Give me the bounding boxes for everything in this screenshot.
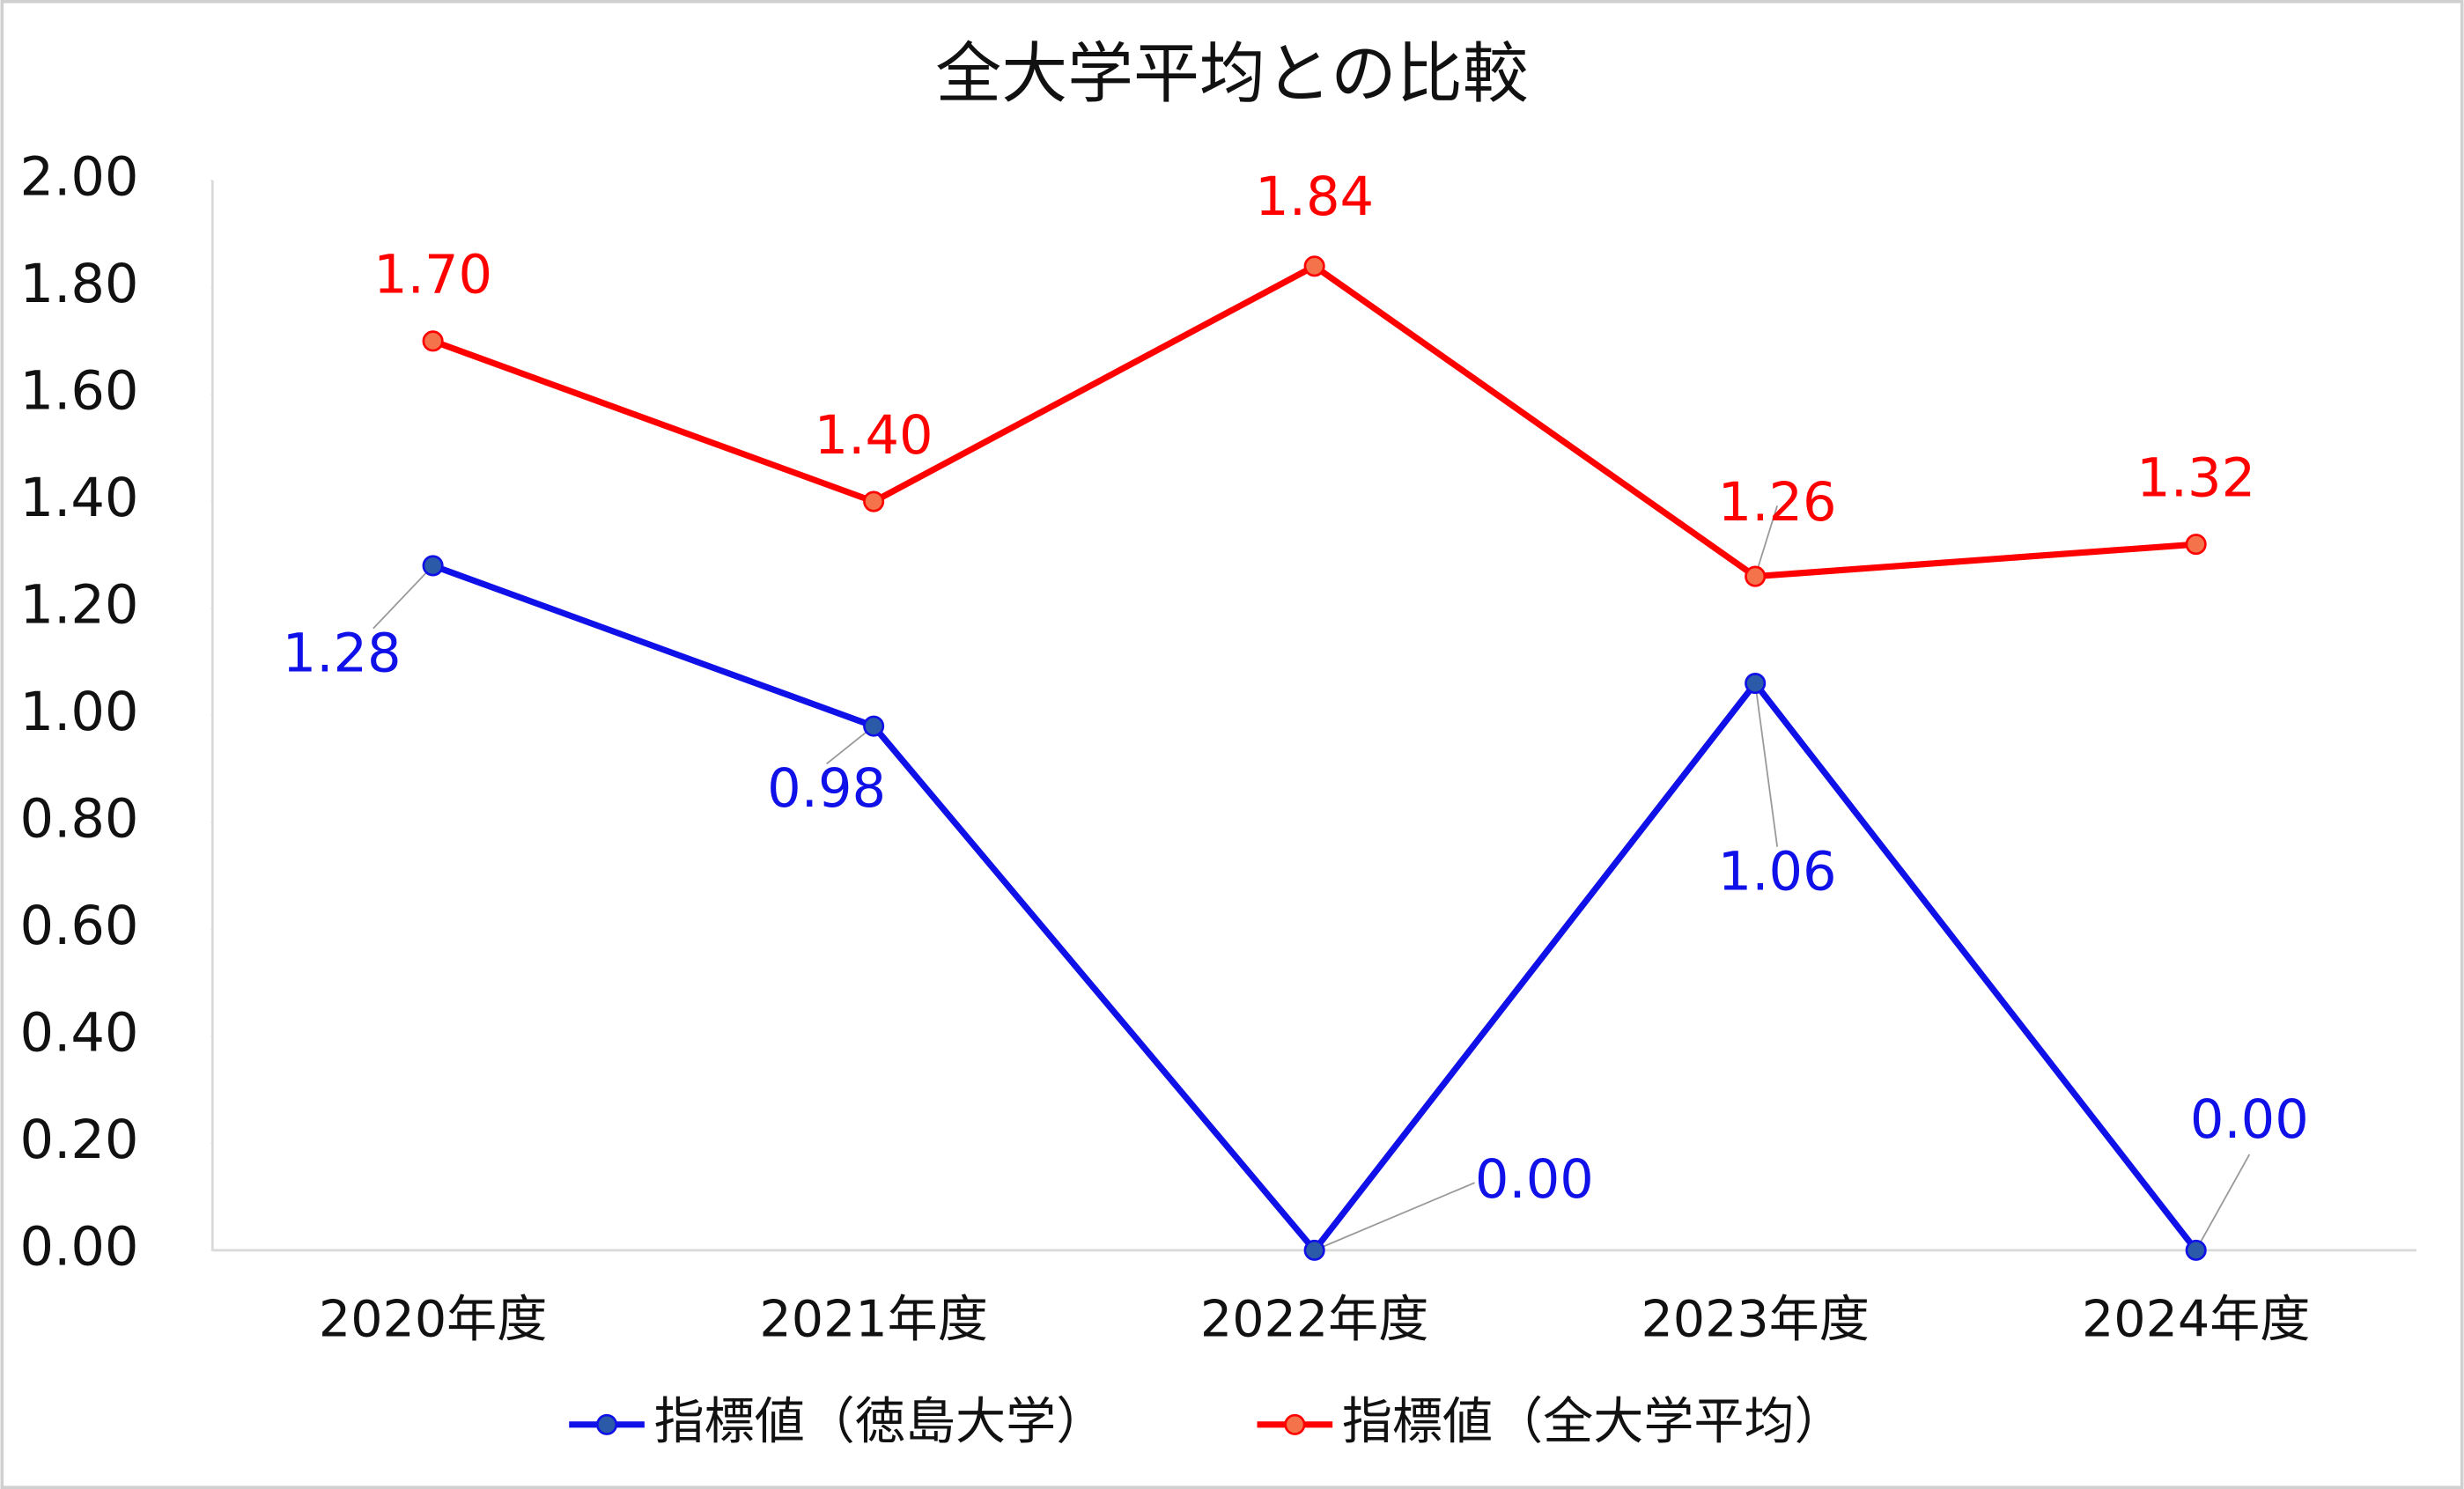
y-tick-label: 1.60 xyxy=(20,361,139,423)
marker xyxy=(1745,565,1767,587)
leader-line xyxy=(2195,1154,2251,1251)
y-tick-label: 0.60 xyxy=(20,896,139,957)
y-tick-label: 2.00 xyxy=(20,147,139,209)
leader-line xyxy=(1754,682,1779,847)
y-tick-label: 0.20 xyxy=(20,1109,139,1171)
y-tick-label: 1.40 xyxy=(20,468,139,529)
leader-line xyxy=(1314,1182,1475,1251)
data-label: 1.06 xyxy=(1718,841,1837,903)
x-tick-label: 2020年度 xyxy=(319,1291,547,1349)
legend-marker xyxy=(1284,1413,1306,1435)
leader-line xyxy=(373,564,434,630)
legend-label: 指標値（徳島大学） xyxy=(654,1392,1107,1450)
marker xyxy=(2185,1239,2207,1261)
y-tick-label: 0.40 xyxy=(20,1003,139,1065)
y-tick-label: 0.00 xyxy=(20,1216,139,1278)
data-label: 1.70 xyxy=(373,245,492,306)
marker xyxy=(422,330,444,352)
data-label: 1.32 xyxy=(2136,447,2255,509)
y-tick-label: 1.80 xyxy=(20,254,139,315)
y-tick-label: 1.20 xyxy=(20,575,139,637)
legend-label: 指標値（全大学平均） xyxy=(1342,1392,1845,1450)
x-tick-label: 2024年度 xyxy=(2082,1291,2310,1349)
marker xyxy=(1745,673,1767,695)
y-tick-label: 0.80 xyxy=(20,789,139,851)
x-tick-label: 2022年度 xyxy=(1200,1291,1428,1349)
marker xyxy=(1303,255,1325,277)
x-tick-label: 2023年度 xyxy=(1641,1291,1869,1349)
data-label: 1.26 xyxy=(1718,472,1837,534)
data-label: 1.40 xyxy=(815,405,933,467)
x-tick-label: 2021年度 xyxy=(759,1291,987,1349)
data-label: 0.00 xyxy=(1475,1149,1594,1211)
data-label: 1.84 xyxy=(1255,166,1374,228)
marker xyxy=(422,555,444,577)
chart-title: 全大学平均との比較 xyxy=(935,35,1528,113)
legend-marker xyxy=(596,1413,618,1435)
marker xyxy=(863,715,885,737)
data-label: 0.98 xyxy=(767,758,886,820)
marker xyxy=(863,490,885,512)
leader-line xyxy=(1754,505,1778,577)
data-label: 0.00 xyxy=(2190,1089,2309,1151)
marker xyxy=(1303,1239,1325,1261)
data-label: 1.28 xyxy=(283,623,402,684)
y-tick-label: 1.00 xyxy=(20,682,139,743)
marker xyxy=(2185,534,2207,556)
